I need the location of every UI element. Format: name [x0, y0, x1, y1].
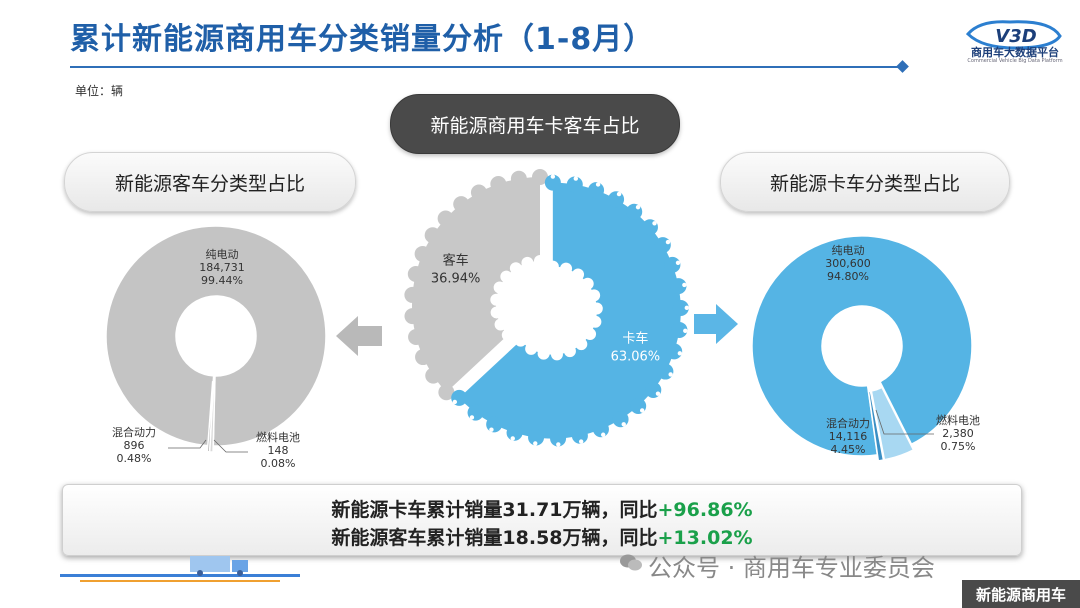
left-chart-label-2-1: 148 — [268, 444, 289, 457]
center-value-truck: 63.06% — [611, 349, 661, 364]
left-chart-label-1-1: 896 — [124, 439, 145, 452]
logo-mark: V3D — [995, 26, 1036, 47]
right-chart-label-0-0: 纯电动 — [832, 244, 865, 257]
right-chart-label-2-1: 2,380 — [942, 427, 974, 440]
left-chart-label-1-2: 0.48% — [117, 452, 152, 465]
left-chart-label-0-1: 184,731 — [199, 261, 245, 274]
truck-silhouette-decoration — [60, 556, 300, 582]
center-label-bus: 客车 — [443, 252, 469, 268]
left-chart-label-0-0: 纯电动 — [206, 248, 239, 261]
left-chart-label-2-2: 0.08% — [261, 457, 296, 470]
v3d-logo-icon: V3D — [965, 20, 1062, 50]
left-chart-slice-2 — [206, 381, 215, 453]
left-chart-slice-0 — [105, 225, 327, 447]
center-slice-1 — [451, 174, 690, 447]
wechat-icon — [620, 554, 642, 571]
left-chart-label-0-2: 99.44% — [201, 274, 243, 287]
right-leader-fuelcell — [875, 409, 934, 435]
logo-name-en: Commercial Vehicle Big Data Platform — [967, 58, 1063, 64]
center-label-truck: 卡车 — [622, 330, 648, 346]
right-chart-slice-2 — [867, 390, 885, 462]
unit-label: 单位：辆 — [75, 84, 124, 98]
right-chart-label-1-2: 4.45% — [831, 443, 866, 456]
center-pill: 新能源商用车卡客车占比 — [390, 94, 680, 154]
title-divider — [70, 66, 902, 68]
summary-truck-growth: +96.86% — [657, 499, 753, 521]
logo-name-cn: 商用车大数据平台 — [971, 46, 1059, 59]
summary-bus-text: 新能源客车累计销量18.58万辆，同比 — [331, 527, 658, 549]
wechat-watermark: 公众号 · 商用车专业委员会 — [648, 554, 935, 582]
summary-bus-line: 新能源客车累计销量18.58万辆，同比+13.02% — [63, 523, 1021, 550]
right-arrow-icon — [694, 304, 738, 344]
right-chart-slice-0 — [751, 235, 973, 457]
right-pill: 新能源卡车分类型占比 — [720, 152, 1010, 212]
center-slice-0 — [404, 169, 548, 401]
right-chart-label-1-1: 14,116 — [829, 430, 868, 443]
left-chart-label-2-0: 燃料电池 — [256, 430, 300, 444]
left-leader-fuelcell — [213, 439, 248, 453]
right-chart-label-0-2: 94.80% — [827, 270, 869, 283]
summary-truck-line: 新能源卡车累计销量31.71万辆，同比+96.86% — [63, 495, 1021, 522]
right-chart-label-2-2: 0.75% — [941, 440, 976, 453]
left-leader-hybrid — [168, 439, 207, 449]
right-chart-slice-1 — [870, 386, 915, 461]
left-chart-label-1-0: 混合动力 — [112, 425, 156, 439]
right-chart-label-1-0: 混合动力 — [826, 416, 870, 430]
left-pill: 新能源客车分类型占比 — [64, 152, 356, 212]
summary-box: 新能源卡车累计销量31.71万辆，同比+96.86% 新能源客车累计销量18.5… — [62, 484, 1022, 556]
corner-badge: 新能源商用车 — [962, 580, 1080, 608]
center-value-bus: 36.94% — [431, 271, 481, 286]
left-arrow-icon — [336, 316, 382, 356]
right-chart-label-2-0: 燃料电池 — [936, 413, 980, 427]
center-pie-chart: 客车 36.94% 卡车 63.06% — [404, 169, 690, 447]
right-chart-label-0-1: 300,600 — [825, 257, 871, 270]
summary-bus-growth: +13.02% — [657, 527, 753, 549]
page-title: 累计新能源商用车分类销量分析（1-8月） — [70, 22, 655, 57]
summary-truck-text: 新能源卡车累计销量31.71万辆，同比 — [331, 499, 658, 521]
